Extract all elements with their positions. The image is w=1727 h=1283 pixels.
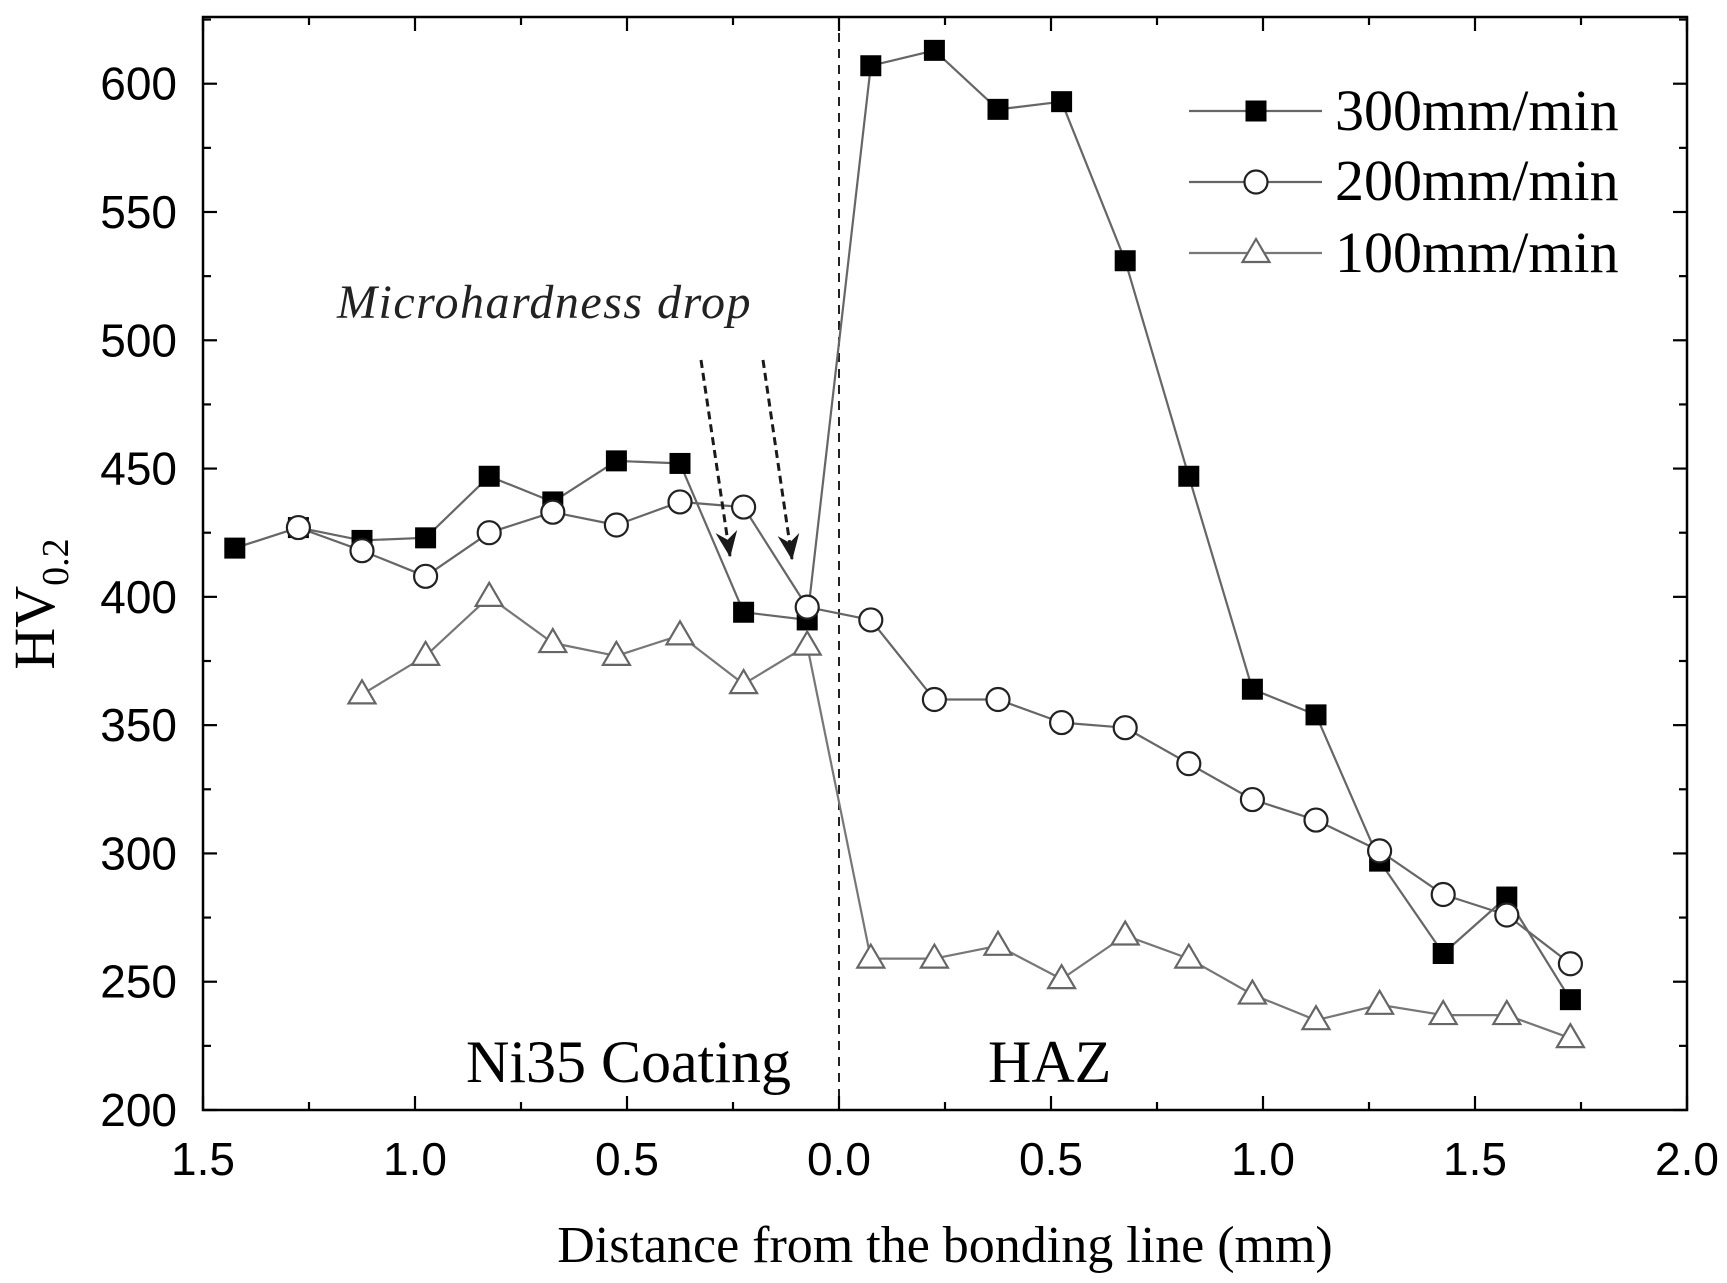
x-tick-label: 0.5 xyxy=(595,1133,659,1185)
data-point-200mm-min xyxy=(985,686,1011,713)
data-point-200mm-min xyxy=(858,607,884,633)
plot-frame xyxy=(201,15,1689,1112)
data-point-300mm-min xyxy=(415,527,437,549)
data-point-300mm-min xyxy=(923,39,945,61)
data-point-100mm-min xyxy=(855,942,887,969)
series-100mm-min xyxy=(346,580,1586,1049)
tick-labels: 1.5 1.0 0.5 0.0 0.5 1.0 1.5 2.0 200 250 300 350 400 4… xyxy=(100,58,1719,1185)
data-point-100mm-min xyxy=(346,678,378,705)
data-point-100mm-min xyxy=(1046,962,1078,990)
data-point-100mm-min xyxy=(1109,919,1141,946)
data-point-100mm-min xyxy=(1236,978,1268,1005)
annotation-ni35-coating: Ni35 Coating xyxy=(466,1029,791,1095)
legend-label-100: 100mm/min xyxy=(1335,220,1619,285)
x-tick-label: 0.5 xyxy=(1019,1133,1083,1185)
y-axis-title-subscript: 0.2 xyxy=(35,538,77,586)
y-tick-label: 200 xyxy=(100,1084,177,1136)
data-point-100mm-min xyxy=(1173,942,1205,969)
data-point-100mm-min xyxy=(1427,998,1459,1026)
data-point-200mm-min xyxy=(540,499,566,525)
x-tick-label: 1.0 xyxy=(383,1133,447,1185)
data-point-300mm-min xyxy=(478,465,500,487)
data-point-200mm-min xyxy=(921,686,948,713)
data-point-100mm-min xyxy=(1491,998,1523,1026)
y-axis-title-main: HV xyxy=(2,586,67,670)
y-tick-label: 400 xyxy=(100,571,177,623)
data-point-200mm-min xyxy=(730,494,757,520)
data-point-200mm-min xyxy=(794,594,820,620)
data-point-300mm-min xyxy=(1051,91,1073,113)
x-tick-label: 1.5 xyxy=(1443,1133,1507,1185)
data-point-200mm-min xyxy=(476,520,502,546)
data-point-200mm-min xyxy=(1557,951,1584,977)
data-point-300mm-min xyxy=(669,452,691,474)
data-point-100mm-min xyxy=(918,942,950,969)
data-point-200mm-min xyxy=(1430,881,1456,908)
legend-marker-300mm-min xyxy=(1245,100,1267,122)
data-point-100mm-min xyxy=(410,639,442,666)
data-point-100mm-min xyxy=(728,667,760,695)
data-point-300mm-min xyxy=(1432,942,1454,964)
data-point-200mm-min xyxy=(1176,751,1202,777)
data-point-300mm-min xyxy=(1178,465,1200,487)
annotation-microhardness-drop: Microhardness drop xyxy=(336,276,752,329)
data-point-200mm-min xyxy=(667,489,693,515)
data-point-200mm-min xyxy=(1048,709,1075,736)
data-point-300mm-min xyxy=(1559,989,1581,1011)
series-line-300mm-min xyxy=(234,49,1572,1001)
y-tick-label: 250 xyxy=(100,956,177,1008)
legend-marker-200mm-min xyxy=(1243,169,1269,195)
drop-arrow-2 xyxy=(761,359,800,561)
data-point-200mm-min xyxy=(349,538,375,564)
x-tick-label: 0.0 xyxy=(807,1133,871,1185)
legend-symbols xyxy=(1189,100,1322,264)
data-point-300mm-min xyxy=(605,450,627,472)
data-point-300mm-min xyxy=(860,55,882,77)
data-point-300mm-min xyxy=(987,98,1009,120)
legend-label-200: 200mm/min xyxy=(1335,148,1619,213)
legend: 300mm/min 200mm/min 100mm/min xyxy=(1189,78,1619,285)
data-point-100mm-min xyxy=(1364,988,1396,1015)
data-point-100mm-min xyxy=(600,639,632,666)
legend-marker-100mm-min xyxy=(1240,236,1272,264)
data-point-200mm-min xyxy=(285,514,311,541)
data-point-300mm-min xyxy=(1114,250,1136,272)
y-tick-label: 300 xyxy=(100,827,177,879)
series-200mm-min xyxy=(285,489,1584,977)
x-axis-title: Distance from the bonding line (mm) xyxy=(557,1217,1332,1274)
x-tick-label: 1.0 xyxy=(1231,1133,1295,1185)
data-point-200mm-min xyxy=(1366,838,1393,864)
y-tick-label: 550 xyxy=(100,186,177,238)
data-point-200mm-min xyxy=(1239,786,1266,813)
data-point-200mm-min xyxy=(1303,807,1329,833)
data-point-300mm-min xyxy=(1305,704,1327,726)
y-tick-label: 600 xyxy=(100,58,177,110)
data-point-200mm-min xyxy=(1494,902,1520,928)
y-tick-label: 450 xyxy=(100,443,177,495)
y-tick-label: 350 xyxy=(100,699,177,751)
x-tick-label: 1.5 xyxy=(171,1133,235,1185)
data-point-200mm-min xyxy=(1112,715,1138,741)
drop-arrow-1 xyxy=(699,359,738,558)
data-point-100mm-min xyxy=(1554,1021,1586,1049)
y-tick-label: 500 xyxy=(100,314,177,366)
y-axis-title: HV0.2 xyxy=(2,538,77,669)
data-point-300mm-min xyxy=(224,537,246,559)
data-point-100mm-min xyxy=(473,580,505,607)
annotation-haz: HAZ xyxy=(988,1029,1111,1095)
plot-background xyxy=(203,17,1687,1110)
data-point-200mm-min xyxy=(603,512,630,538)
plot-series xyxy=(224,39,1586,1049)
data-point-100mm-min xyxy=(982,929,1014,956)
data-point-100mm-min xyxy=(791,629,823,656)
data-point-300mm-min xyxy=(1241,678,1263,700)
x-tick-label: 2.0 xyxy=(1655,1133,1719,1185)
data-point-300mm-min xyxy=(733,601,755,623)
legend-label-300: 300mm/min xyxy=(1335,78,1619,143)
data-point-100mm-min xyxy=(537,626,569,654)
data-point-200mm-min xyxy=(413,563,439,589)
data-point-100mm-min xyxy=(1300,1004,1332,1031)
data-point-100mm-min xyxy=(664,619,696,646)
